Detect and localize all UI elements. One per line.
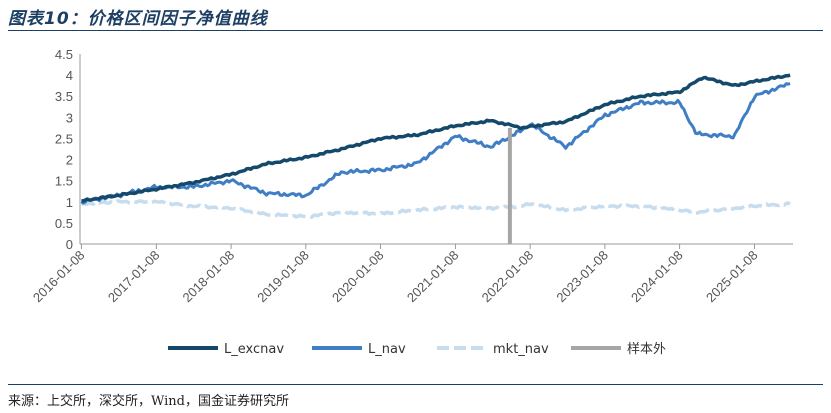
x-tick-label: 2018-01-08 [180,248,238,306]
y-tick-label: 0.5 [55,216,73,231]
legend-label-mkt_nav: mkt_nav [493,342,549,357]
y-tick-label: 2.5 [55,131,73,146]
y-tick-label: 1.5 [55,174,73,189]
x-tick-label: 2016-01-08 [30,248,88,306]
x-tick-label: 2022-01-08 [479,248,537,306]
bottom-divider [8,384,823,385]
x-tick-label: 2017-01-08 [105,248,163,306]
y-tick-label: 0 [66,237,73,252]
series-line-L_excnav [81,73,791,203]
x-tick-label: 2024-01-08 [628,248,686,306]
x-tick-label: 2020-01-08 [329,248,387,306]
y-tick-label: 4.5 [55,47,73,62]
top-divider [8,30,823,31]
x-tick-label: 2021-01-08 [404,248,462,306]
series-line-mkt_nav [81,199,791,219]
y-tick-label: 2 [66,153,73,168]
x-tick-label: 2025-01-08 [703,248,761,306]
x-tick-label: 2019-01-08 [254,248,312,306]
y-tick-label: 1 [66,195,73,210]
legend-label-L_excnav: L_excnav [224,342,284,357]
legend-label-样本外: 样本外 [627,342,666,357]
source-note: 来源：上交所，深交所，Wind，国金证券研究所 [8,394,289,409]
y-tick-label: 3.5 [55,89,73,104]
series-line-L_nav [80,82,791,205]
x-tick-label: 2023-01-08 [553,248,611,306]
chart-title: 图表10：价格区间因子净值曲线 [8,9,268,29]
legend-label-L_nav: L_nav [368,342,406,357]
y-tick-label: 4 [66,68,73,83]
y-tick-label: 3 [66,110,73,125]
